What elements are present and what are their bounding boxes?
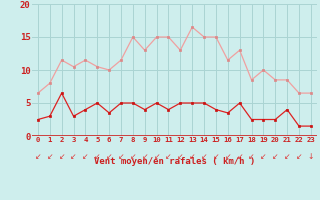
Text: ↙: ↙ — [177, 152, 184, 161]
Text: ↙: ↙ — [284, 152, 290, 161]
Text: ↙: ↙ — [296, 152, 302, 161]
Text: ↙: ↙ — [130, 152, 136, 161]
Text: ↙: ↙ — [213, 152, 219, 161]
Text: ↙: ↙ — [201, 152, 207, 161]
Text: ↙: ↙ — [35, 152, 41, 161]
Text: ↙: ↙ — [165, 152, 172, 161]
X-axis label: Vent moyen/en rafales ( km/h ): Vent moyen/en rafales ( km/h ) — [94, 157, 255, 166]
Text: ↙: ↙ — [47, 152, 53, 161]
Text: ↙: ↙ — [236, 152, 243, 161]
Text: ↙: ↙ — [260, 152, 267, 161]
Text: ↙: ↙ — [59, 152, 65, 161]
Text: ↙: ↙ — [118, 152, 124, 161]
Text: ↙: ↙ — [248, 152, 255, 161]
Text: ↙: ↙ — [141, 152, 148, 161]
Text: ↙: ↙ — [106, 152, 112, 161]
Text: ↙: ↙ — [94, 152, 100, 161]
Text: ↙: ↙ — [272, 152, 278, 161]
Text: ↙: ↙ — [82, 152, 89, 161]
Text: ↙: ↙ — [189, 152, 196, 161]
Text: ↙: ↙ — [70, 152, 77, 161]
Text: ↙: ↙ — [225, 152, 231, 161]
Text: ↓: ↓ — [308, 152, 314, 161]
Text: ↙: ↙ — [153, 152, 160, 161]
